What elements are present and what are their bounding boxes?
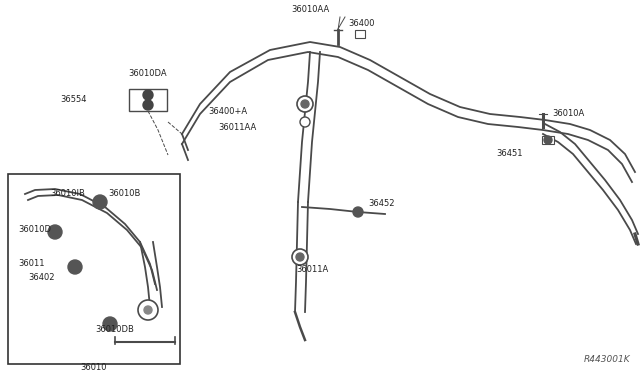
Circle shape [143, 100, 153, 110]
Circle shape [93, 195, 107, 209]
Text: R443001K: R443001K [584, 355, 630, 364]
Circle shape [144, 306, 152, 314]
Text: 36400+A: 36400+A [208, 108, 247, 116]
Circle shape [296, 253, 304, 261]
Circle shape [48, 225, 62, 239]
Circle shape [300, 117, 310, 127]
Text: 36451: 36451 [497, 150, 524, 158]
Text: 36010AA: 36010AA [291, 6, 329, 15]
Bar [8, 174, 180, 364]
Text: 36010DB: 36010DB [95, 326, 134, 334]
Text: 36554: 36554 [60, 96, 86, 105]
Circle shape [353, 207, 363, 217]
Text: 36452: 36452 [368, 199, 394, 208]
Text: 36010DA: 36010DA [129, 70, 167, 78]
Circle shape [297, 96, 313, 112]
Circle shape [138, 300, 158, 320]
Circle shape [544, 136, 552, 144]
Text: 36011AA: 36011AA [218, 122, 256, 131]
Text: 36010D: 36010D [18, 224, 51, 234]
Text: 36010IB: 36010IB [50, 189, 85, 199]
Bar [542, 136, 554, 144]
Text: 36400: 36400 [348, 19, 374, 29]
Circle shape [68, 260, 82, 274]
Text: 36010: 36010 [81, 363, 108, 372]
Circle shape [292, 249, 308, 265]
Text: 36402: 36402 [28, 273, 54, 282]
Text: 36011A: 36011A [296, 266, 328, 275]
Bar [129, 89, 167, 111]
Text: 36010A: 36010A [552, 109, 584, 119]
Text: 36010B: 36010B [108, 189, 140, 199]
Text: 36011: 36011 [18, 260, 45, 269]
Circle shape [103, 317, 117, 331]
Circle shape [143, 90, 153, 100]
Circle shape [301, 100, 309, 108]
Bar [355, 30, 365, 38]
